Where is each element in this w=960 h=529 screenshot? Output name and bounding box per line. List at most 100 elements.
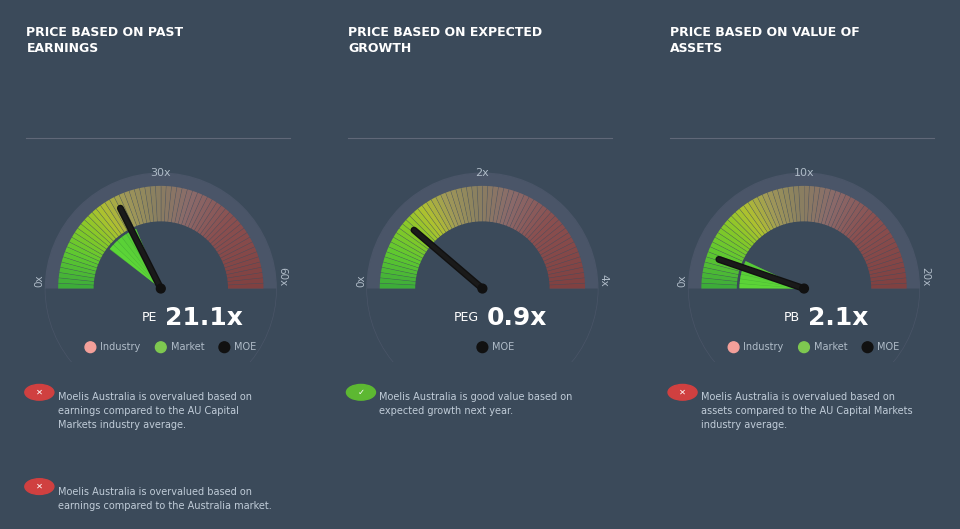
Wedge shape <box>702 283 737 288</box>
Wedge shape <box>96 205 122 237</box>
Wedge shape <box>782 187 794 224</box>
Wedge shape <box>205 212 233 242</box>
Wedge shape <box>383 257 420 271</box>
Wedge shape <box>134 188 147 224</box>
Wedge shape <box>728 216 757 244</box>
Wedge shape <box>65 247 100 264</box>
Wedge shape <box>744 203 768 235</box>
Wedge shape <box>703 267 739 278</box>
Text: 0x: 0x <box>678 274 687 287</box>
Wedge shape <box>387 247 421 264</box>
Wedge shape <box>67 242 102 261</box>
Wedge shape <box>818 188 830 224</box>
Wedge shape <box>704 262 740 275</box>
Circle shape <box>347 385 375 400</box>
Wedge shape <box>799 186 804 222</box>
Wedge shape <box>119 193 137 228</box>
Wedge shape <box>194 199 217 233</box>
Wedge shape <box>708 247 743 264</box>
Text: 30x: 30x <box>151 168 171 178</box>
Wedge shape <box>549 283 585 288</box>
Wedge shape <box>72 233 105 256</box>
Wedge shape <box>753 197 774 231</box>
Wedge shape <box>188 195 207 229</box>
Wedge shape <box>518 203 542 235</box>
Wedge shape <box>702 272 738 281</box>
Circle shape <box>478 284 487 293</box>
Wedge shape <box>69 237 104 258</box>
Text: 4x: 4x <box>599 274 609 287</box>
Wedge shape <box>410 212 438 242</box>
Wedge shape <box>834 197 855 231</box>
Wedge shape <box>762 193 780 228</box>
Wedge shape <box>217 233 250 256</box>
Wedge shape <box>739 261 804 288</box>
Wedge shape <box>60 267 96 278</box>
Text: PRICE BASED ON PAST
EARNINGS: PRICE BASED ON PAST EARNINGS <box>27 26 183 56</box>
Wedge shape <box>139 187 151 224</box>
Text: 21.1x: 21.1x <box>165 306 243 330</box>
Wedge shape <box>471 186 479 222</box>
Wedge shape <box>59 272 95 281</box>
Wedge shape <box>710 242 745 261</box>
Wedge shape <box>524 209 551 239</box>
Circle shape <box>799 342 809 353</box>
Text: PE: PE <box>141 312 156 324</box>
Circle shape <box>800 284 808 293</box>
Wedge shape <box>482 186 488 222</box>
Wedge shape <box>807 186 815 222</box>
Wedge shape <box>122 234 161 288</box>
Wedge shape <box>207 216 237 244</box>
Wedge shape <box>496 188 509 224</box>
Wedge shape <box>778 188 790 224</box>
Wedge shape <box>868 262 904 275</box>
Wedge shape <box>548 272 585 281</box>
Wedge shape <box>385 252 420 268</box>
Wedge shape <box>837 199 860 233</box>
Circle shape <box>862 342 873 353</box>
Wedge shape <box>688 288 920 404</box>
Wedge shape <box>127 231 161 288</box>
Wedge shape <box>380 278 417 285</box>
Wedge shape <box>200 205 226 237</box>
Wedge shape <box>175 188 187 224</box>
Wedge shape <box>45 288 276 404</box>
Wedge shape <box>431 197 452 231</box>
Text: ✕: ✕ <box>679 388 686 397</box>
Wedge shape <box>223 252 258 268</box>
Text: PEG: PEG <box>453 312 478 324</box>
Wedge shape <box>382 262 419 275</box>
Wedge shape <box>767 191 783 226</box>
Wedge shape <box>702 278 738 285</box>
Wedge shape <box>422 203 446 235</box>
Wedge shape <box>811 186 820 223</box>
Circle shape <box>688 173 920 404</box>
Wedge shape <box>527 212 555 242</box>
Wedge shape <box>227 272 263 281</box>
Wedge shape <box>828 193 846 228</box>
Wedge shape <box>225 262 261 275</box>
Wedge shape <box>814 187 826 224</box>
Text: ✕: ✕ <box>36 388 43 397</box>
Wedge shape <box>821 189 836 225</box>
Wedge shape <box>739 284 804 288</box>
Circle shape <box>156 342 166 353</box>
Text: 10x: 10x <box>794 168 814 178</box>
Text: ✓: ✓ <box>357 388 365 397</box>
Wedge shape <box>467 186 475 223</box>
Wedge shape <box>529 216 559 244</box>
Wedge shape <box>513 197 534 231</box>
Wedge shape <box>739 205 765 237</box>
Wedge shape <box>486 186 493 222</box>
Wedge shape <box>394 233 426 256</box>
Circle shape <box>156 284 165 293</box>
Wedge shape <box>492 187 504 224</box>
Wedge shape <box>381 267 418 278</box>
Circle shape <box>25 385 54 400</box>
Wedge shape <box>534 224 565 250</box>
Wedge shape <box>870 278 906 285</box>
Text: MOE: MOE <box>492 342 515 352</box>
Wedge shape <box>793 186 801 222</box>
Circle shape <box>729 342 739 353</box>
Wedge shape <box>849 212 876 242</box>
